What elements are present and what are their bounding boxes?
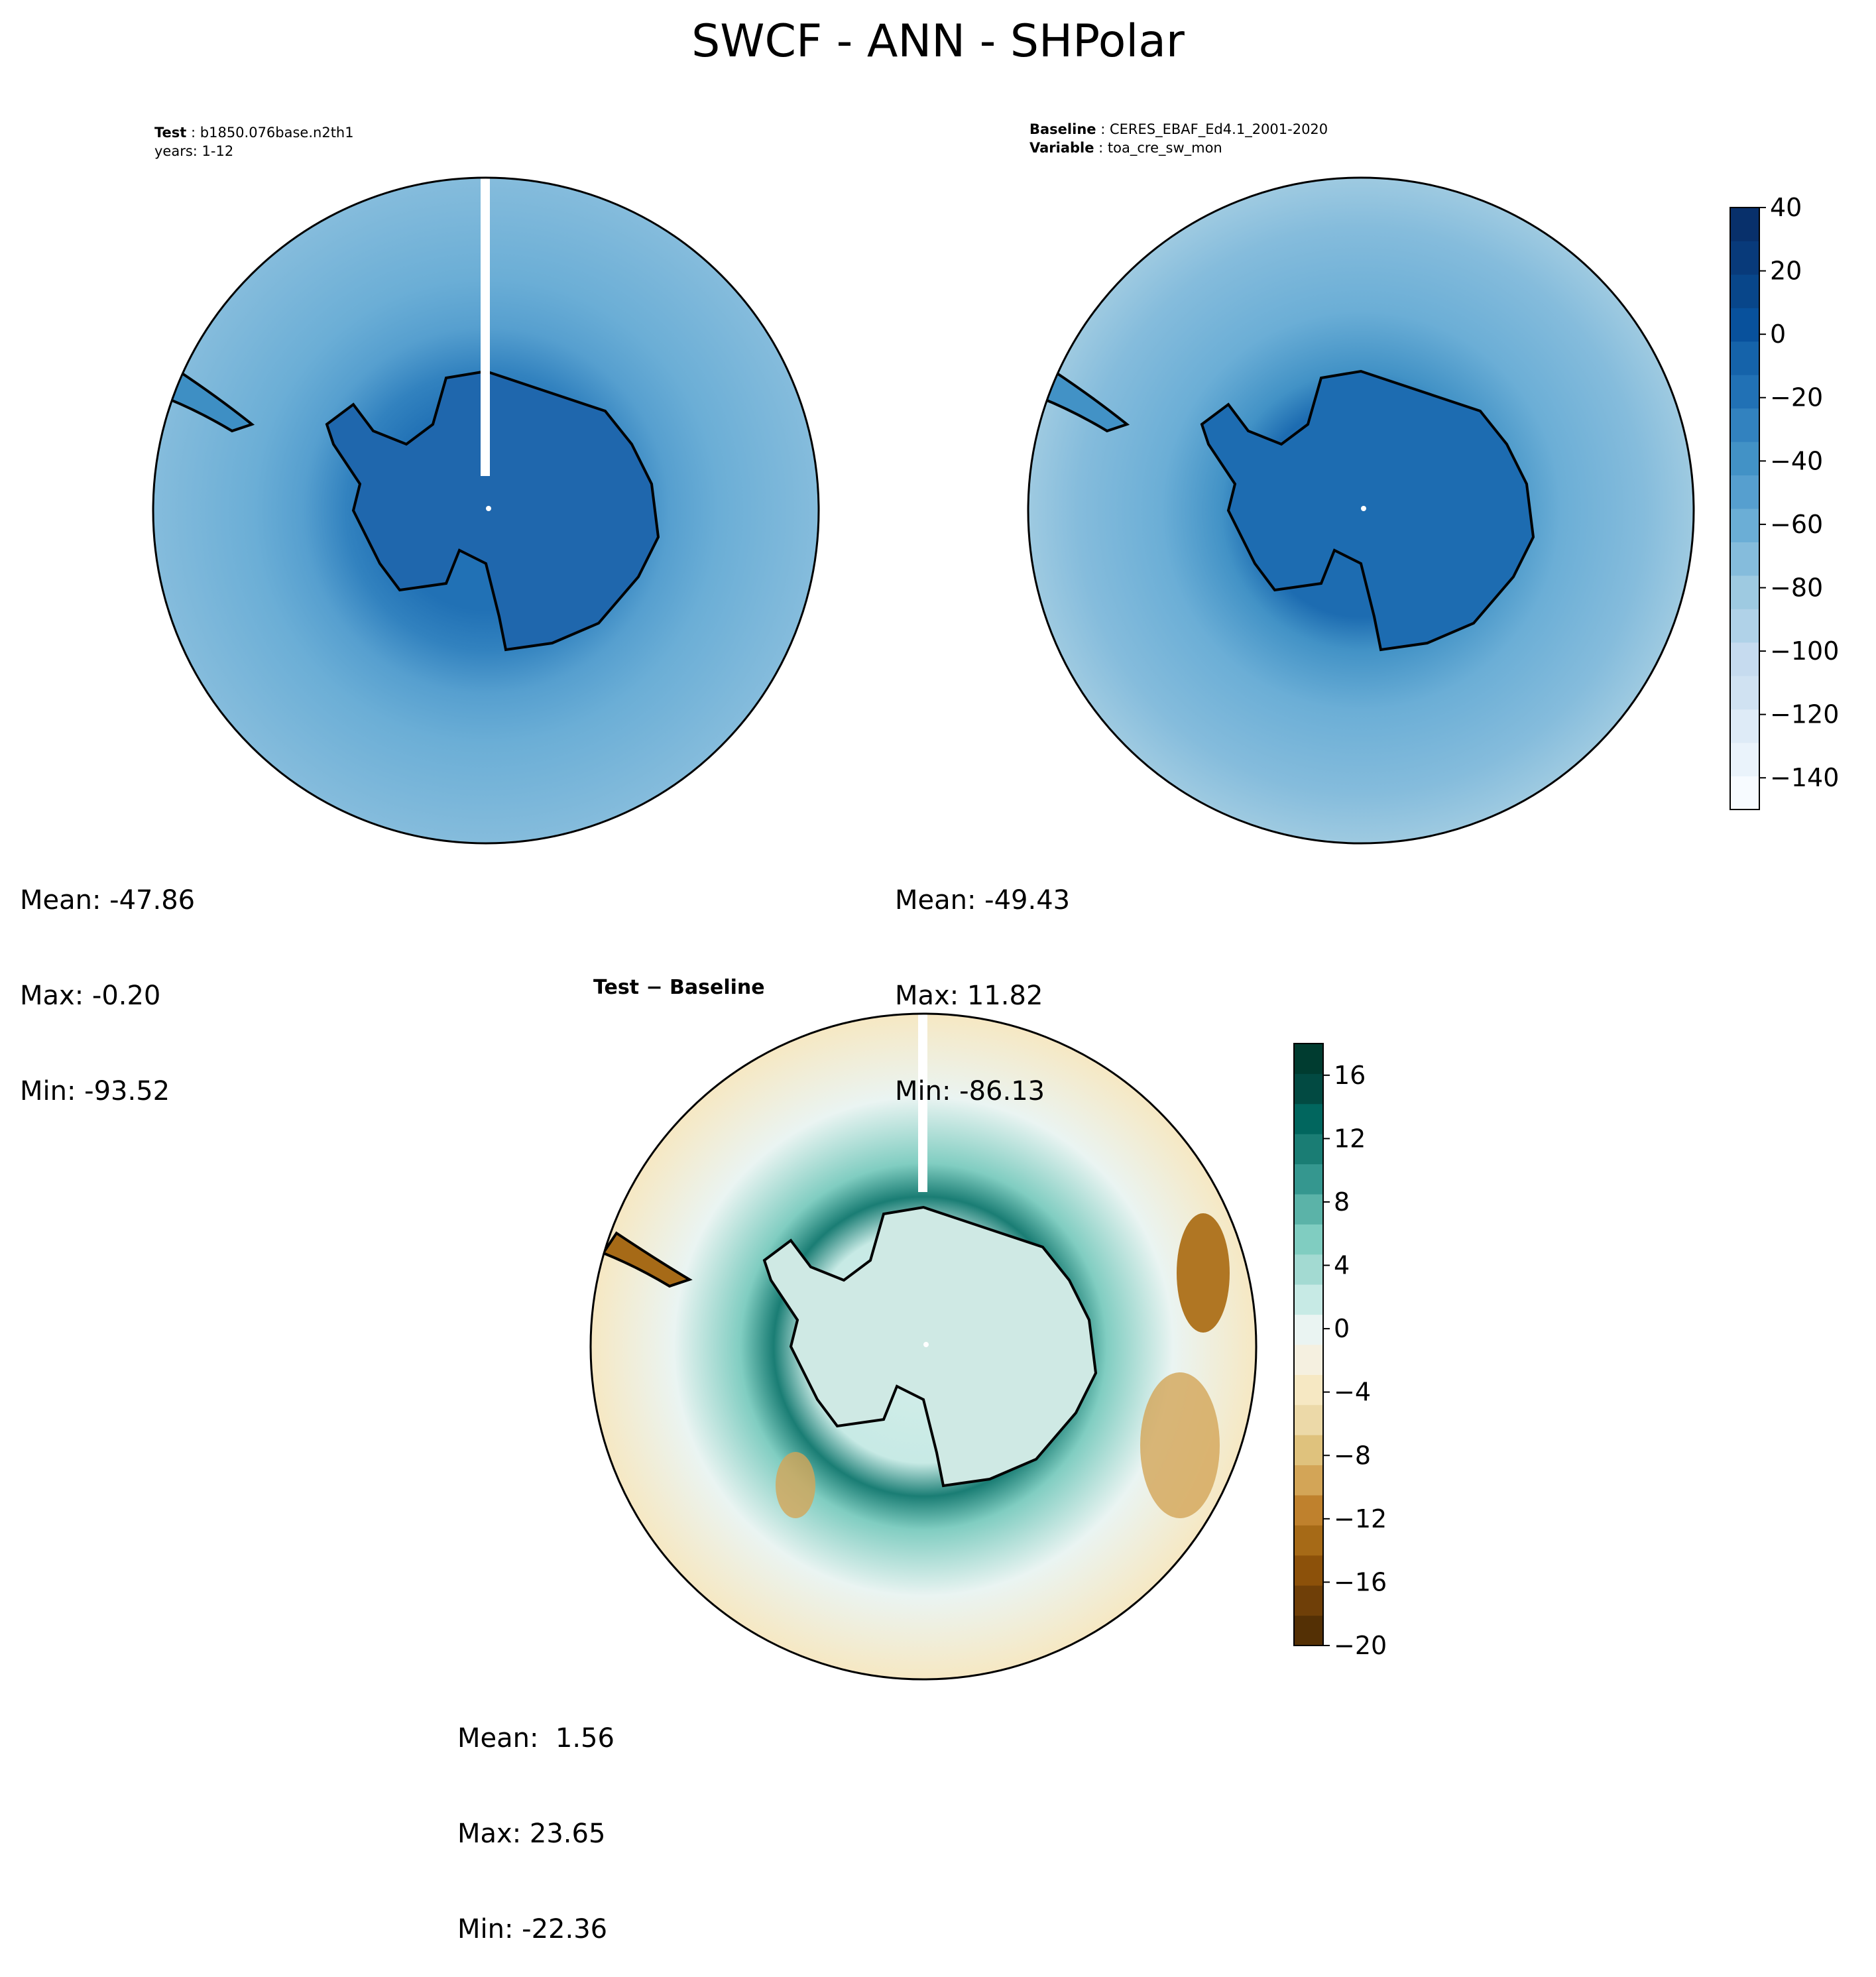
baseline-min: Min: -86.13	[895, 1076, 1045, 1107]
colorbar-tick-label: 16	[1334, 1061, 1366, 1090]
colorbar-tick-label: −40	[1770, 446, 1823, 475]
diff-panel-title: Test − Baseline	[593, 976, 765, 999]
colorbar-segment	[1294, 1224, 1323, 1255]
colorbar-segment	[1730, 609, 1759, 643]
colorbar-segment	[1294, 1134, 1323, 1165]
baseline-label: Baseline	[1029, 121, 1096, 137]
colorbar-tick-label: 4	[1334, 1251, 1350, 1280]
baseline-mean: Mean: -49.43	[895, 885, 1071, 916]
colorbar-segment	[1730, 375, 1759, 409]
colorbar-segment	[1294, 1345, 1323, 1375]
colorbar-segment	[1730, 676, 1759, 710]
colorbar-segment	[1730, 509, 1759, 542]
colorbar-segment	[1730, 241, 1759, 275]
test-max: Max: -0.20	[20, 981, 161, 1011]
diff-max: Max: 23.65	[457, 1819, 606, 1849]
diff-mean: Mean: 1.56	[457, 1723, 615, 1754]
colorbar-segment	[1294, 1044, 1323, 1074]
colorbar-segment	[1730, 341, 1759, 375]
colorbar-segment	[1294, 1435, 1323, 1466]
colorbar-segment	[1294, 1374, 1323, 1406]
colorbar-segment	[1730, 408, 1759, 442]
baseline-stats: Mean: -49.43 Max: 11.82 Min: -86.13	[895, 821, 1070, 1139]
colorbar-frame	[1293, 1043, 1324, 1646]
colorbar-segment	[1294, 1495, 1323, 1526]
colorbar-segment	[1294, 1254, 1323, 1285]
colorbar-tick-label: −100	[1770, 636, 1839, 666]
colorbar-tick-label: −120	[1770, 700, 1839, 729]
colorbar-segment	[1294, 1465, 1323, 1496]
colorbar-tick-label: −140	[1770, 763, 1839, 792]
test-stats: Mean: -47.86 Max: -0.20 Min: -93.52	[20, 821, 195, 1139]
figure-title: SWCF - ANN - SHPolar	[691, 15, 1185, 68]
test-map	[152, 176, 820, 845]
colorbar-segment	[1730, 274, 1759, 308]
colorbar-tick-label: −16	[1334, 1567, 1387, 1596]
colorbar-segment	[1294, 1585, 1323, 1616]
test-years: years: 1-12	[154, 143, 234, 159]
baseline-dataset: CERES_EBAF_Ed4.1_2001-2020	[1109, 121, 1328, 137]
colorbar-segment	[1294, 1164, 1323, 1195]
diff-stats: Mean: 1.56 Max: 23.65 Min: -22.36	[457, 1659, 615, 1977]
colorbar-segment	[1294, 1103, 1323, 1134]
variable-name: toa_cre_sw_mon	[1107, 140, 1222, 156]
colorbar-segment	[1294, 1314, 1323, 1345]
test-mean: Mean: -47.86	[20, 885, 196, 916]
colorbar-segment	[1294, 1525, 1323, 1556]
colorbar-tick-label: −4	[1334, 1378, 1371, 1407]
colorbar-tick-label: 0	[1770, 320, 1786, 349]
diff-colorbar: 16 12 8 4 0 −4 −8 −12 −16 −20	[1293, 1043, 1387, 1660]
colorbar-frame	[1729, 207, 1760, 810]
baseline-map	[1027, 176, 1695, 845]
test-label: Test	[154, 125, 187, 141]
colorbar-segment	[1294, 1194, 1323, 1225]
colorbar-segment	[1730, 642, 1759, 676]
colorbar-segment	[1730, 308, 1759, 342]
colorbar-tick-label: −8	[1334, 1441, 1371, 1470]
colorbar-segment	[1730, 743, 1759, 777]
colorbar-segment	[1294, 1073, 1323, 1105]
colorbar-tick-label: 0	[1334, 1314, 1350, 1343]
colorbar-segment	[1730, 542, 1759, 576]
colorbar-segment	[1730, 208, 1759, 241]
colorbar-tick-label: 12	[1334, 1124, 1366, 1153]
colorbar-segment	[1730, 575, 1759, 609]
colorbar-tick-label: 40	[1770, 193, 1802, 222]
colorbar-tick-label: −60	[1770, 510, 1823, 539]
colorbar-segment	[1294, 1615, 1323, 1646]
test-case-name: b1850.076base.n2th1	[200, 125, 354, 141]
colorbar-tick-label: 20	[1770, 257, 1802, 286]
baseline-max: Max: 11.82	[895, 981, 1043, 1011]
colorbar-segment	[1294, 1555, 1323, 1586]
colorbar-segment	[1294, 1404, 1323, 1435]
baseline-panel-header: Baseline : CERES_EBAF_Ed4.1_2001-2020 Va…	[1029, 121, 1328, 156]
colorbar-tick-label: −20	[1770, 383, 1823, 412]
colorbar-tick-label: −12	[1334, 1504, 1387, 1533]
diff-map	[589, 1012, 1258, 1681]
colorbar-segment	[1730, 475, 1759, 509]
colorbar-tick-label: −20	[1334, 1631, 1387, 1660]
colorbar-segment	[1730, 776, 1759, 810]
colorbar-tick-label: −80	[1770, 573, 1823, 602]
diff-min: Min: -22.36	[457, 1914, 608, 1945]
top-colorbar: 40 20 0 −20 −40 −60 −80 −100 −120 −140	[1729, 193, 1839, 810]
test-min: Min: -93.52	[20, 1076, 170, 1107]
colorbar-segment	[1730, 442, 1759, 476]
colorbar-segment	[1294, 1284, 1323, 1315]
variable-label: Variable	[1029, 140, 1094, 156]
colorbar-segment	[1730, 709, 1759, 743]
colorbar-tick-label: 8	[1334, 1187, 1350, 1217]
test-panel-header: Test : b1850.076base.n2th1 years: 1-12	[154, 125, 354, 159]
